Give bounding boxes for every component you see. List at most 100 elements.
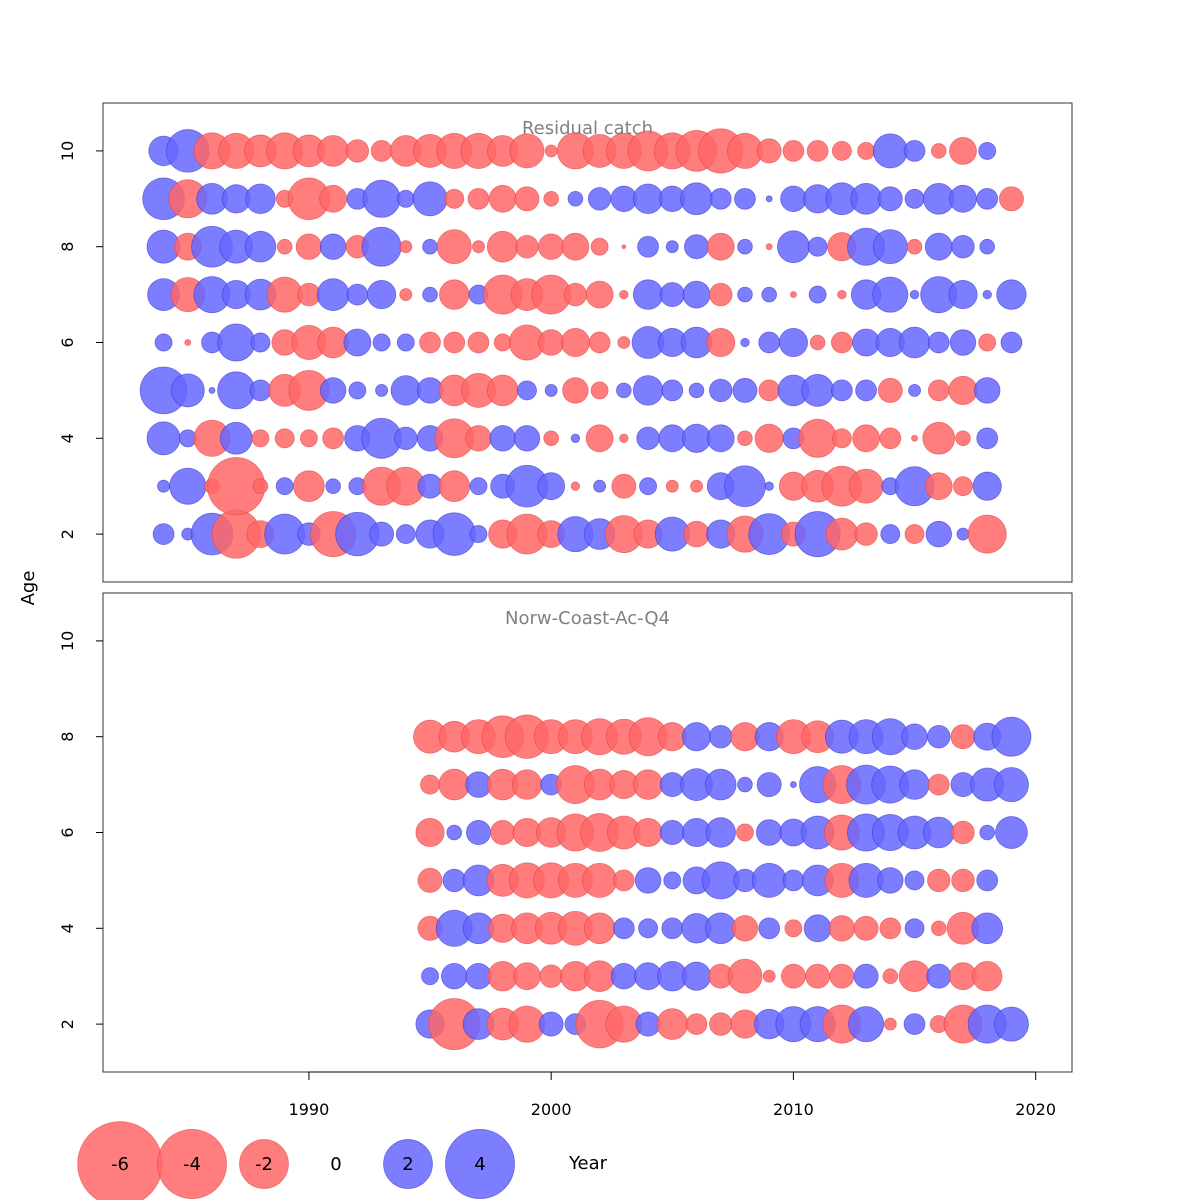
bubble-positive xyxy=(346,283,369,306)
bubble-positive xyxy=(995,816,1028,849)
bubble-negative xyxy=(951,868,975,893)
bubble-positive xyxy=(432,512,477,556)
bubble-positive xyxy=(244,230,277,263)
bubble-positive xyxy=(632,279,664,310)
bubble-negative xyxy=(590,381,609,400)
bubble-negative xyxy=(877,377,903,403)
bubble-negative xyxy=(879,917,902,940)
bubble-positive xyxy=(390,375,422,406)
bubble-negative xyxy=(911,434,918,442)
bubble-negative xyxy=(251,429,270,448)
bubble-negative xyxy=(619,433,629,443)
bubble-positive xyxy=(898,326,931,359)
bubble-negative xyxy=(543,191,559,207)
bubble-positive xyxy=(636,426,660,450)
bubble-positive xyxy=(908,383,921,397)
bubble-negative xyxy=(853,915,879,941)
bubble-negative xyxy=(809,334,826,351)
bubble-positive xyxy=(777,230,810,264)
bubble-negative xyxy=(472,240,485,254)
bubble-negative xyxy=(852,424,880,453)
bubble-negative xyxy=(544,144,558,158)
bubble-negative xyxy=(509,133,545,169)
bubble-positive xyxy=(850,183,882,215)
panels-layer: Residual catch246810Norw-Coast-Ac-Q42468… xyxy=(58,102,1073,1073)
bubble-negative xyxy=(632,769,664,800)
bubble-positive xyxy=(319,377,347,404)
bubble-negative xyxy=(467,331,490,354)
bubble-positive xyxy=(275,477,294,496)
bubble-negative xyxy=(829,963,855,989)
bubble-positive xyxy=(852,328,880,357)
bubble-positive xyxy=(146,421,181,456)
bubble-positive xyxy=(466,820,491,845)
bubble-positive xyxy=(170,373,205,408)
bubble-negative xyxy=(415,817,445,848)
bubble-positive xyxy=(154,333,173,352)
bubble-positive xyxy=(217,323,256,362)
bubble-positive xyxy=(831,379,853,402)
bubble-negative xyxy=(978,333,997,352)
bubble-positive xyxy=(922,816,955,849)
bubble-negative xyxy=(417,867,443,893)
bubble-negative xyxy=(998,186,1024,212)
y-tick-label: 10 xyxy=(58,141,77,161)
bubble-positive xyxy=(709,725,733,749)
bubble-negative xyxy=(930,920,947,937)
bubble-negative xyxy=(621,244,627,250)
bubble-negative xyxy=(276,238,293,255)
bubble-negative xyxy=(444,188,465,209)
bubble-positive xyxy=(924,232,953,261)
bubble-negative xyxy=(252,478,269,494)
x-tick-label: 2020 xyxy=(1015,1100,1056,1119)
bubble-negative xyxy=(399,240,413,254)
bubble-negative xyxy=(927,379,950,402)
panel-title: Norw-Coast-Ac-Q4 xyxy=(505,608,670,629)
bubble-negative xyxy=(486,230,519,263)
bubble-positive xyxy=(395,524,416,545)
bubble-negative xyxy=(806,140,829,162)
bubble-negative xyxy=(950,724,976,750)
bubble-positive xyxy=(637,235,659,258)
bubble-negative xyxy=(904,524,925,545)
bubble-positive xyxy=(740,337,750,348)
bubble-positive xyxy=(661,917,684,940)
bubble-positive xyxy=(704,768,737,801)
bubble-positive xyxy=(904,918,925,939)
bubble-positive xyxy=(996,279,1027,310)
bubble-positive xyxy=(903,140,926,162)
bubble-positive xyxy=(755,819,783,846)
bubble-negative xyxy=(955,430,971,447)
bubble-positive xyxy=(926,963,952,989)
bubble-positive xyxy=(348,381,367,400)
bubble-positive xyxy=(249,379,272,402)
legend-label: -4 xyxy=(183,1154,201,1175)
bubble-negative xyxy=(514,186,540,212)
bubble-positive xyxy=(372,333,391,352)
bubble-positive xyxy=(761,286,777,303)
bubble-positive xyxy=(801,374,835,407)
bubble-negative xyxy=(736,823,754,842)
bubble-negative xyxy=(582,862,618,898)
bubble-positive xyxy=(632,183,664,214)
bubble-negative xyxy=(837,289,847,300)
bubble-positive xyxy=(316,278,350,311)
bubble-negative xyxy=(924,472,953,501)
bubble-positive xyxy=(903,1013,926,1035)
bubble-positive xyxy=(803,914,832,943)
bubble-positive xyxy=(394,426,418,450)
bubble-positive xyxy=(949,184,977,213)
bubble-positive xyxy=(976,187,999,210)
bubble-positive xyxy=(412,181,448,217)
bubble-negative xyxy=(825,517,859,551)
bubble-negative xyxy=(515,235,539,259)
bubble-positive xyxy=(737,776,753,793)
bubble-negative xyxy=(754,423,784,453)
bubble-negative xyxy=(683,520,710,548)
bubble-negative xyxy=(560,327,590,358)
bubble-positive xyxy=(422,286,438,303)
bubble-negative xyxy=(266,276,303,313)
bubble-negative xyxy=(562,377,589,404)
y-tick-label: 2 xyxy=(58,1019,77,1029)
bubble-positive xyxy=(979,238,996,255)
